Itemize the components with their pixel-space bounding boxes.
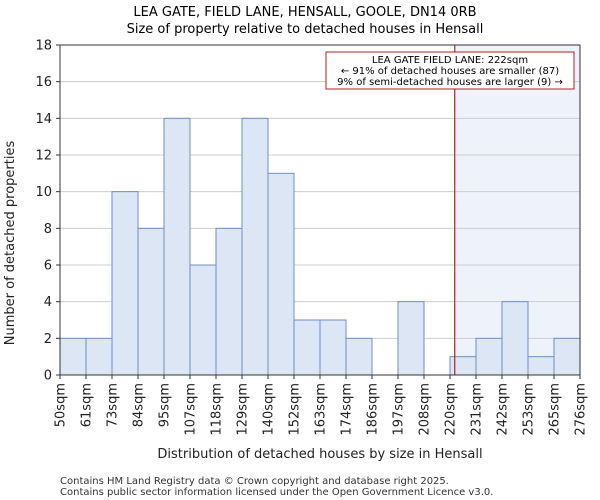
y-tick-label: 6 <box>44 259 52 274</box>
bar <box>345 337 373 376</box>
annotation-line-2: ← 91% of detached houses are smaller (87… <box>341 66 559 77</box>
y-tick-label: 2 <box>44 332 52 347</box>
bars <box>59 117 581 376</box>
bar <box>137 227 165 376</box>
x-tick-label: 50sqm <box>54 383 69 427</box>
y-tick-label: 0 <box>44 369 52 384</box>
x-tick-label: 84sqm <box>132 383 147 427</box>
bar <box>267 172 295 376</box>
x-tick-label: 231sqm <box>470 383 485 436</box>
x-tick-label: 220sqm <box>444 383 459 436</box>
x-tick-label: 276sqm <box>574 383 589 436</box>
y-tick-label: 18 <box>35 39 52 54</box>
y-tick-labels: 0 2 4 6 8 10 12 14 16 18 <box>35 39 60 384</box>
x-axis-label: Distribution of detached houses by size … <box>157 447 482 462</box>
y-tick-label: 8 <box>44 222 52 237</box>
x-tick-label: 197sqm <box>392 383 407 436</box>
bar <box>501 301 529 376</box>
bar <box>85 337 113 376</box>
bar <box>241 117 269 376</box>
bar <box>293 319 321 376</box>
x-tick-label: 73sqm <box>106 383 121 427</box>
x-tick-label: 118sqm <box>210 383 225 436</box>
bar <box>189 264 217 376</box>
x-tick-label: 61sqm <box>80 383 95 427</box>
bar <box>397 301 425 376</box>
y-tick-label: 12 <box>35 149 52 164</box>
x-tick-label: 253sqm <box>522 383 537 436</box>
footer-line-2: Contains public sector information licen… <box>60 487 493 498</box>
annotation-line-1: LEA GATE FIELD LANE: 222sqm <box>372 55 528 66</box>
y-axis-label: Number of detached properties <box>3 141 18 346</box>
x-tick-label: 140sqm <box>262 383 277 436</box>
bar <box>475 337 503 376</box>
x-tick-label: 186sqm <box>366 383 381 436</box>
x-tick-label: 242sqm <box>496 383 511 436</box>
x-tick-label: 95sqm <box>158 383 173 427</box>
bar <box>527 356 555 376</box>
bar <box>449 356 477 376</box>
bar <box>215 227 243 376</box>
x-tick-label: 163sqm <box>314 383 329 436</box>
bar <box>553 337 581 376</box>
y-tick-label: 4 <box>44 295 52 310</box>
bar <box>59 337 87 376</box>
x-tick-label: 265sqm <box>548 383 563 436</box>
annotation-box <box>325 51 575 90</box>
y-tick-label: 16 <box>35 75 52 90</box>
y-tick-label: 14 <box>35 112 52 127</box>
x-tick-label: 174sqm <box>340 383 355 436</box>
x-tick-label: 129sqm <box>236 383 251 436</box>
bar <box>163 117 191 376</box>
annotation-line-3: 9% of semi-detached houses are larger (9… <box>337 77 563 88</box>
x-tick-label: 152sqm <box>288 383 303 436</box>
x-tick-labels: 50sqm 61sqm 73sqm 84sqm 95sqm 107sqm 118sqm 129… <box>54 375 589 436</box>
x-tick-label: 107sqm <box>184 383 199 436</box>
bar <box>319 319 347 376</box>
x-tick-label: 208sqm <box>418 383 433 436</box>
y-tick-label: 10 <box>35 185 52 200</box>
chart-subtitle: Size of property relative to detached ho… <box>127 22 484 37</box>
bar <box>111 191 139 376</box>
chart-title: LEA GATE, FIELD LANE, HENSALL, GOOLE, DN… <box>133 5 476 20</box>
footer-line-1: Contains HM Land Registry data © Crown c… <box>60 476 449 487</box>
